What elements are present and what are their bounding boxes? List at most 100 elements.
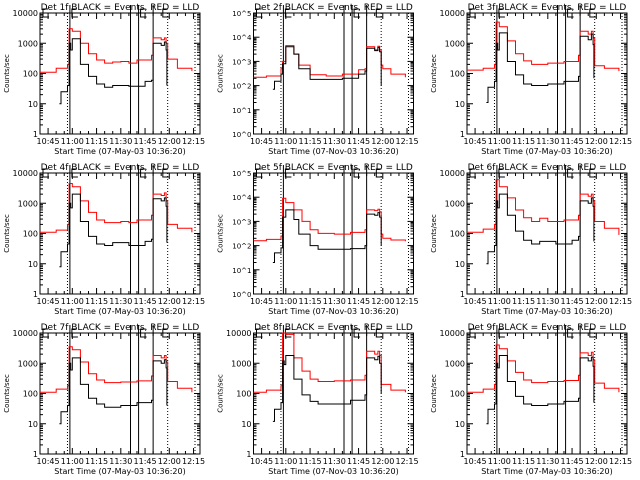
interval-bracket [42, 328, 49, 338]
interval-bracket [140, 8, 147, 18]
y-tick-label: 100 [450, 390, 465, 399]
y-tick-label: 10^4 [232, 194, 252, 202]
y-tick-label: 10000 [440, 9, 465, 18]
interval-bracket [284, 168, 292, 178]
interval-bracket [140, 168, 147, 178]
y-tick-label: 10000 [13, 169, 38, 178]
x-tick-label: 10:45 [464, 457, 487, 466]
panel-title: Det 8f BLACK = Events, RED = LLD [254, 323, 413, 333]
y-tick-label: 1 [33, 130, 38, 139]
y-tick-label: 1000 [18, 39, 38, 48]
lld-series-line [253, 332, 406, 393]
y-tick-label: 10000 [13, 329, 38, 338]
x-tick-label: 10:45 [37, 137, 60, 146]
x-tick-label: 11:00 [61, 457, 84, 466]
x-tick-label: 11:30 [536, 297, 559, 306]
events-series-line [486, 355, 595, 425]
y-tick-label: 10 [455, 260, 465, 269]
panel-9: Det 9f BLACK = Events, RED = LLD 1 10 100 10… [430, 323, 632, 476]
y-tick-label: 1 [33, 290, 38, 299]
y-tick-label: 1 [460, 290, 465, 299]
lld-series-line [40, 346, 193, 393]
x-tick-label: 12:15 [396, 297, 419, 306]
y-axis-label: Counts/sec [430, 214, 438, 253]
x-axis-label: Start Time (07-Nov-03 10:36:20) [268, 147, 398, 156]
interval-bracket [162, 8, 169, 18]
x-tick-label: 12:00 [585, 457, 608, 466]
interval-bracket [71, 328, 78, 338]
x-axis-label: Start Time (07-May-03 10:36:20) [54, 467, 185, 476]
x-tick-label: 11:45 [347, 457, 370, 466]
interval-bracket [469, 8, 476, 18]
x-tick-label: 12:00 [585, 137, 608, 146]
panel-7: Det 7f BLACK = Events, RED = LLD 1 10 100 10… [3, 323, 205, 476]
events-series-line [486, 193, 595, 265]
plot-frame [39, 332, 201, 455]
y-tick-label: 100 [23, 230, 38, 239]
y-axis-label: Counts/sec [3, 214, 11, 253]
plot-frame [253, 172, 414, 295]
interval-bracket [589, 8, 596, 18]
interval-bracket [567, 328, 574, 338]
plot-frame [253, 12, 414, 135]
y-tick-label: 10^3 [232, 58, 251, 66]
y-tick-label: 10^4 [232, 34, 252, 42]
x-tick-label: 11:15 [299, 137, 322, 146]
plot-frame [39, 172, 201, 295]
x-tick-label: 12:15 [182, 457, 205, 466]
panel-6: Det 6f BLACK = Events, RED = LLD 1 10 100 10… [430, 163, 632, 316]
x-tick-label: 11:30 [109, 137, 132, 146]
y-axis-label: Counts/sec [217, 214, 225, 253]
y-tick-label: 1000 [231, 359, 251, 368]
y-tick-label: 100 [450, 70, 465, 79]
interval-bracket [375, 328, 383, 338]
lld-series-line [467, 179, 620, 235]
events-series-line [272, 46, 382, 90]
panel-5: Det 5f BLACK = Events, RED = LLD 10^0 10^1… [217, 163, 419, 316]
panel-title: Det 4f BLACK = Events, RED = LLD [41, 163, 200, 173]
y-tick-label: 10^3 [232, 218, 251, 226]
y-tick-label: 100 [23, 70, 38, 79]
x-tick-label: 12:00 [158, 137, 181, 146]
y-tick-label: 100 [23, 390, 38, 399]
interval-bracket [42, 168, 49, 178]
y-tick-label: 1 [33, 450, 38, 459]
x-tick-label: 10:45 [464, 297, 487, 306]
panel-1: Det 1f BLACK = Events, RED = LLD 1 10 100 10… [3, 3, 205, 156]
x-tick-label: 12:00 [371, 137, 394, 146]
x-tick-label: 10:45 [250, 457, 273, 466]
events-series-line [59, 357, 168, 425]
lld-series-line [40, 183, 193, 233]
x-tick-label: 11:15 [512, 297, 535, 306]
x-tick-label: 12:00 [158, 297, 181, 306]
x-tick-label: 11:15 [85, 457, 108, 466]
x-tick-label: 10:45 [37, 297, 60, 306]
y-tick-label: 1 [460, 450, 465, 459]
y-tick-label: 10000 [440, 169, 465, 178]
events-series-line [59, 193, 168, 268]
x-tick-label: 11:15 [85, 137, 108, 146]
x-tick-label: 10:45 [250, 137, 273, 146]
y-axis-label: Counts/sec [217, 54, 225, 93]
x-tick-label: 10:45 [464, 137, 487, 146]
x-tick-label: 12:00 [371, 457, 394, 466]
interval-bracket [353, 8, 361, 18]
x-axis-label: Start Time (07-May-03 10:36:20) [481, 467, 612, 476]
panel-title: Det 2f BLACK = Events, RED = LLD [254, 3, 413, 13]
interval-bracket [256, 168, 263, 178]
interval-bracket [589, 328, 596, 338]
interval-bracket [71, 168, 78, 178]
x-tick-label: 12:00 [585, 297, 608, 306]
x-tick-label: 11:30 [536, 137, 559, 146]
x-tick-label: 11:30 [323, 457, 346, 466]
x-tick-label: 11:00 [488, 137, 511, 146]
x-tick-label: 12:15 [182, 137, 205, 146]
y-tick-label: 10 [28, 420, 38, 429]
x-axis-label: Start Time (07-May-03 10:36:20) [481, 147, 612, 156]
y-tick-label: 1000 [445, 359, 465, 368]
y-tick-label: 10^2 [232, 83, 251, 91]
interval-bracket [256, 328, 263, 338]
y-tick-label: 100 [450, 230, 465, 239]
x-tick-label: 11:45 [561, 137, 584, 146]
